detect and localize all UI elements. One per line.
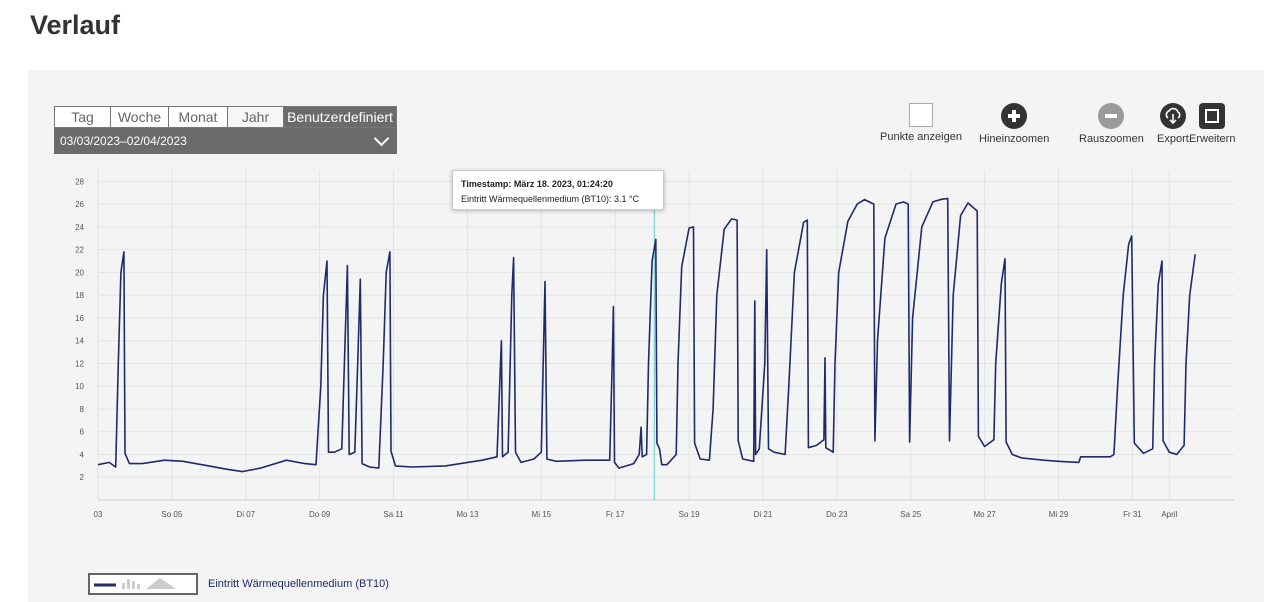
x-tick-label: Mo 27 [974,510,997,519]
tab-tag[interactable]: Tag [54,106,110,128]
date-range-dropdown[interactable]: 03/03/2023–02/04/2023 [54,128,397,154]
x-tick-label: April [1161,510,1177,519]
checkbox-icon[interactable] [908,103,933,127]
y-tick-label: 22 [75,246,84,255]
range-selector: Tag Woche Monat Jahr Benutzerdefiniert 0… [54,106,397,154]
y-tick-label: 28 [75,177,84,186]
series-line [97,197,1196,473]
y-tick-label: 14 [75,337,84,346]
y-tick-label: 20 [75,268,84,277]
y-tick-label: 24 [75,223,84,232]
chart-tooltip: Timestamp: März 18. 2023, 01:24:20 Eintr… [452,170,664,210]
x-tick-label: Fr 31 [1123,510,1142,519]
y-tick-label: 10 [75,382,84,391]
y-tick-label: 8 [80,405,85,414]
legend-swatch-icon [94,578,176,589]
x-tick-label: Di 21 [754,510,773,519]
expand-button[interactable]: Erweitern [1189,103,1235,145]
y-tick-label: 12 [75,359,84,368]
tab-jahr[interactable]: Jahr [227,106,283,128]
x-tick-label: Mi 15 [532,510,552,519]
x-tick-label: 03 [94,510,103,519]
tooltip-value: Eintritt Wärmequellenmedium (BT10): 3.1 … [461,194,640,204]
date-range-value: 03/03/2023–02/04/2023 [60,134,187,148]
legend-series-label: Eintritt Wärmequellenmedium (BT10) [208,578,389,590]
zoom-out-button[interactable]: Rauszoomen [1079,103,1144,145]
y-tick-label: 16 [75,314,84,323]
zoom-in-label: Hineinzoomen [979,133,1050,145]
plus-icon [1001,103,1028,129]
tooltip-timestamp: Timestamp: März 18. 2023, 01:24:20 [461,179,613,189]
cloud-download-icon [1159,103,1186,129]
y-tick-label: 2 [80,473,85,482]
export-label: Export [1157,133,1189,145]
expand-label: Erweitern [1189,133,1236,145]
x-tick-label: Sa 11 [383,510,404,519]
chart-legend: Eintritt Wärmequellenmedium (BT10) [88,572,389,596]
legend-series-toggle[interactable] [88,573,198,595]
tab-woche[interactable]: Woche [110,106,168,128]
chart-toolbar: Punkte anzeigen Hineinzoomen Rauszoomen … [878,103,1240,149]
zoom-out-label: Rauszoomen [1079,133,1144,145]
x-tick-label: Fr 17 [606,510,625,519]
y-tick-label: 26 [75,200,84,209]
range-tabs: Tag Woche Monat Jahr Benutzerdefiniert [54,106,397,128]
show-points-toggle[interactable]: Punkte anzeigen [880,103,962,143]
x-tick-label: Di 07 [236,510,255,519]
chart-panel [28,70,1264,602]
x-tick-label: So 19 [679,510,700,519]
page-title: Verlauf [30,10,121,40]
x-tick-label: Mo 13 [456,510,479,519]
expand-icon [1199,103,1226,129]
x-tick-label: Sa 25 [900,510,921,519]
x-tick-label: Do 09 [309,510,331,519]
tab-monat[interactable]: Monat [168,106,227,128]
y-tick-label: 4 [80,450,85,459]
show-points-label: Punkte anzeigen [880,131,962,143]
export-button[interactable]: Export [1157,103,1189,145]
x-tick-label: Mi 29 [1049,510,1069,519]
minus-icon [1098,103,1125,129]
y-tick-label: 6 [80,428,85,437]
tab-benutzerdefiniert[interactable]: Benutzerdefiniert [283,106,397,128]
x-tick-label: Do 23 [826,510,848,519]
zoom-in-button[interactable]: Hineinzoomen [979,103,1049,145]
x-tick-label: So 05 [161,510,182,519]
y-tick-label: 18 [75,291,84,300]
